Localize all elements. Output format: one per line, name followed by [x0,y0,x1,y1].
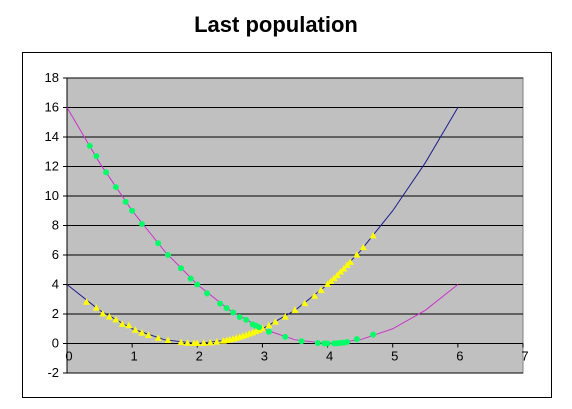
data-point-triangle [213,338,221,345]
data-point-triangle [125,321,133,329]
data-point-circle [230,309,237,316]
data-point-triangle [340,265,348,272]
y-tick-label: 12 [45,159,59,174]
data-point-triangle [118,320,126,327]
x-tick-label: 0 [65,349,72,364]
data-point-circle [194,281,201,288]
data-point-circle [370,331,377,338]
data-point-circle [103,169,110,176]
data-point-circle [187,275,194,282]
data-point-circle [256,324,263,331]
data-point-circle [265,328,272,335]
data-point-circle [122,198,129,205]
data-point-circle [243,316,250,323]
data-point-triangle [291,306,299,313]
data-point-circle [324,340,331,347]
data-point-triangle [144,331,152,338]
data-point-circle [344,339,351,346]
data-point-triangle [369,231,377,239]
chart-title: Last population [194,12,358,37]
y-tick-label: 8 [52,218,59,233]
data-point-triangle [131,326,139,333]
data-point-circle [164,252,171,258]
data-point-triangle [138,329,146,336]
y-tick-label: 0 [52,336,59,351]
y-tick-label: 4 [52,277,59,292]
y-tick-label: 2 [52,306,59,321]
data-point-circle [298,338,305,345]
data-point-triangle [177,338,185,346]
data-point-triangle [265,321,273,329]
x-tick-label: 7 [521,349,528,364]
data-point-circle [93,153,100,160]
data-point-triangle [105,312,113,320]
data-point-circle [217,300,224,307]
x-tick-labels: 0 1 2 3 4 5 6 7 [65,349,528,364]
x-tick-label: 5 [391,349,398,364]
data-point-circle [155,240,162,247]
y-tick-label: 18 [45,70,59,85]
data-point-triangle [301,299,309,307]
x-tick-label: 1 [131,349,138,364]
y-tick-label: 6 [52,247,59,262]
data-point-triangle [193,339,201,346]
data-point-circle [236,313,243,320]
x-tick-label: 2 [196,349,203,364]
data-point-circle [178,265,184,272]
data-point-circle [223,305,230,312]
data-point-triangle [200,339,208,346]
data-point-triangle [317,286,325,293]
x-tick-label: 6 [456,349,463,364]
data-point-circle [112,184,119,191]
data-point-triangle [333,271,341,279]
data-point-triangle [92,304,100,311]
x-tick-label: 3 [261,349,268,364]
y-tick-label: 16 [45,100,59,115]
data-point-triangle [311,292,319,299]
data-point-circle [204,290,211,297]
x-tick-label: 4 [326,349,333,364]
data-point-triangle [154,334,162,341]
y-tick-labels: -2 0 2 4 6 8 10 12 14 16 18 [45,70,59,380]
data-point-triangle [359,243,367,251]
data-point-circle [86,142,93,149]
y-tick-label: 10 [45,188,59,203]
data-point-circle [129,207,136,214]
data-point-circle [353,336,360,343]
data-point-triangle [206,338,214,346]
data-point-triangle [184,339,192,346]
data-point-triangle [99,310,107,317]
data-point-triangle [346,258,354,265]
series-markers [83,142,377,347]
data-point-circle [282,333,289,340]
data-point-circle [138,221,145,228]
data-point-triangle [164,336,172,344]
data-point-triangle [281,312,289,320]
y-tick-label: -2 [47,365,59,380]
data-point-triangle [83,298,91,305]
y-tick-label: 14 [45,129,59,144]
data-point-triangle [353,251,361,258]
data-point-circle [314,340,321,347]
data-point-triangle [112,315,120,323]
data-point-triangle [271,318,279,325]
